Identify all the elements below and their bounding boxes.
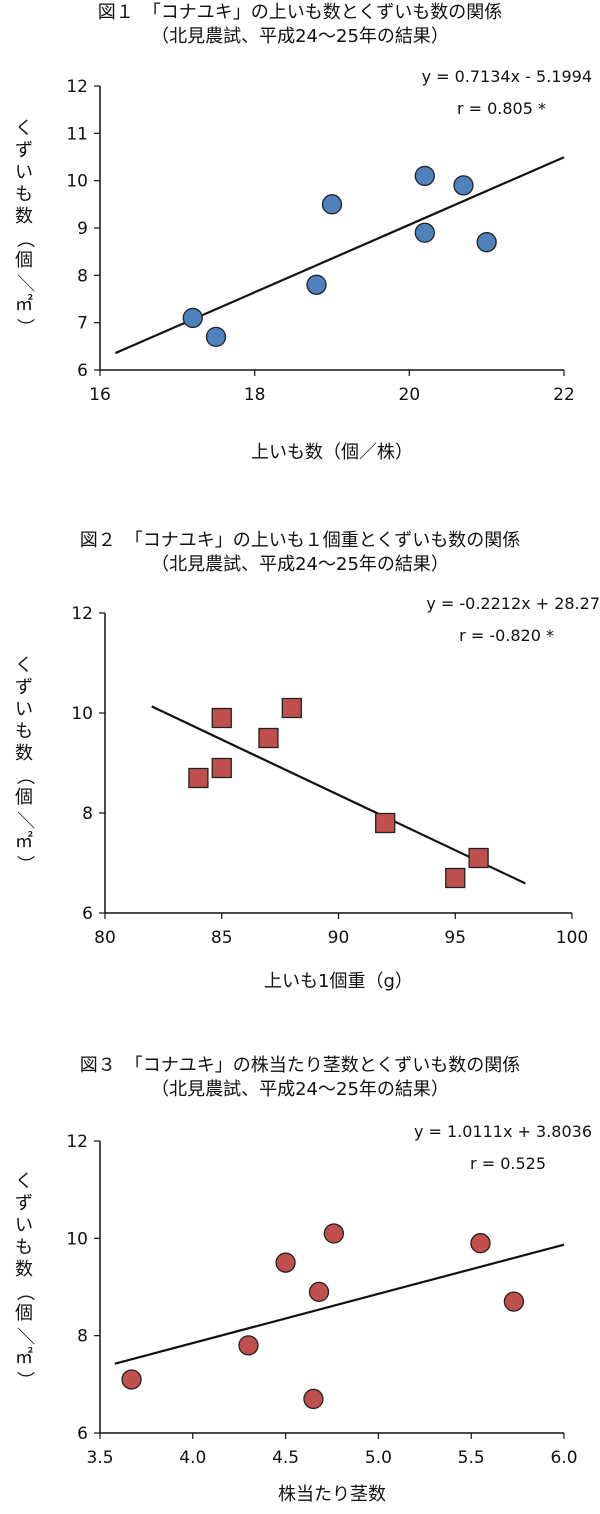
y-tick-label: 6 [77, 1424, 88, 1444]
x-tick-label: 6.0 [550, 1448, 577, 1468]
y-axis-label: くずいも数（個／㎡） [12, 1171, 36, 1391]
x-tick-label: 80 [94, 928, 116, 948]
y-tick-label: 10 [66, 1229, 88, 1249]
data-point [414, 165, 435, 187]
x-tick-label: 18 [244, 385, 266, 405]
y-tick-label: 11 [66, 124, 88, 144]
x-tick-label: 4.5 [272, 1448, 299, 1468]
data-point [275, 1252, 296, 1273]
x-tick-label: 95 [444, 928, 466, 948]
correlation-coefficient: r = -0.820 * [459, 626, 554, 645]
data-point [503, 1291, 525, 1312]
correlation-coefficient: r = 0.525 [470, 1154, 546, 1173]
y-axis-label: くずいも数（個／㎡） [12, 118, 36, 338]
data-point [306, 274, 327, 295]
x-tick-label: 90 [328, 928, 350, 948]
y-tick-label: 9 [77, 219, 88, 239]
data-point [182, 307, 203, 329]
data-point [211, 707, 232, 729]
y-tick-label: 10 [66, 172, 88, 192]
y-tick-label: 8 [82, 804, 93, 824]
data-point [188, 767, 209, 789]
y-tick-label: 6 [77, 361, 88, 381]
y-tick-label: 12 [66, 1132, 88, 1152]
y-tick-label: 7 [77, 314, 88, 334]
regression-equation: y = 1.0111x + 3.8036 [414, 1122, 592, 1141]
data-point [321, 194, 343, 215]
data-point [445, 867, 466, 889]
x-axis-title: 上いも数（個／株） [251, 442, 413, 463]
figure-title: 図３ 「コナユキ」の株当たり茎数とくずいも数の関係 [79, 1055, 521, 1076]
y-tick-label: 10 [71, 704, 93, 724]
data-point [238, 1335, 259, 1356]
scatter-chart-3: 6 8 10 12 3.5 4.0 4.5 5.0 5.5 6.0 株当たり茎数 y = 1.0111… [66, 1122, 592, 1505]
data-point [323, 1223, 345, 1244]
scatter-chart-2: 6 8 10 12 80 85 90 95 100 上いも1個重（g） y = -0.2212x +… [71, 594, 600, 992]
data-point [308, 1281, 330, 1303]
y-axis-label: くずいも数（個／㎡） [12, 655, 36, 875]
y-tick-label: 8 [77, 1327, 88, 1347]
x-tick-label: 3.5 [86, 1448, 113, 1468]
data-point [470, 1233, 491, 1254]
figure-1: 図１ 「コナユキ」の上いも数とくずいも数の関係 （北見農試、平成24～25年の結… [0, 0, 600, 480]
y-axis-label-text: くずいも数（個／㎡） [14, 1171, 35, 1389]
data-point [468, 847, 489, 869]
data-point [211, 757, 232, 779]
y-tick-label: 8 [77, 266, 88, 286]
figure-subtitle: （北見農試、平成24～25年の結果） [151, 26, 449, 47]
y-axis-label-text: くずいも数（個／㎡） [14, 655, 35, 873]
y-tick-label: 6 [82, 904, 93, 924]
correlation-coefficient: r = 0.805 * [457, 99, 546, 118]
figure-2: 図２ 「コナユキ」の上いも１個重とくずいも数の関係 （北見農試、平成24～25年… [0, 520, 600, 1000]
data-point [205, 326, 227, 348]
data-point [375, 812, 396, 834]
regression-equation: y = -0.2212x + 28.27 [426, 594, 600, 613]
x-tick-label: 4.0 [179, 1448, 206, 1468]
data-point [476, 232, 497, 253]
x-axis-title: 上いも1個重（g） [264, 971, 413, 992]
trendline [114, 1243, 565, 1365]
x-tick-label: 20 [399, 385, 421, 405]
x-tick-label: 5.5 [458, 1448, 485, 1468]
data-point [414, 222, 435, 243]
data-point [258, 727, 279, 749]
x-tick-label: 100 [556, 928, 588, 948]
data-point [281, 697, 302, 719]
trendline [115, 156, 565, 355]
regression-equation: y = 0.7134x - 5.1994 [422, 67, 592, 86]
x-tick-label: 5.0 [365, 1448, 392, 1468]
trendline [151, 705, 526, 885]
x-tick-label: 22 [553, 385, 575, 405]
data-point [453, 175, 474, 196]
figure-title: 図２ 「コナユキ」の上いも１個重とくずいも数の関係 [79, 530, 521, 551]
y-tick-label: 12 [71, 604, 93, 624]
y-tick-label: 12 [66, 77, 88, 97]
data-point [303, 1388, 324, 1410]
x-tick-label: 16 [89, 385, 111, 405]
data-point [121, 1369, 142, 1390]
figure-subtitle: （北見農試、平成24～25年の結果） [151, 554, 449, 575]
figure-subtitle: （北見農試、平成24～25年の結果） [151, 1079, 449, 1100]
x-axis-title: 株当たり茎数 [278, 1484, 386, 1505]
x-tick-label: 85 [211, 928, 233, 948]
figure-3: 図３ 「コナユキ」の株当たり茎数とくずいも数の関係 （北見農試、平成24～25年… [0, 1045, 600, 1514]
y-axis-label-text: くずいも数（個／㎡） [14, 118, 35, 336]
figure-title: 図１ 「コナユキ」の上いも数とくずいも数の関係 [97, 2, 503, 23]
scatter-chart-1: 6 7 8 9 10 11 12 16 18 20 22 上いも数（個／株） y = 0.7134x -… [66, 67, 592, 463]
